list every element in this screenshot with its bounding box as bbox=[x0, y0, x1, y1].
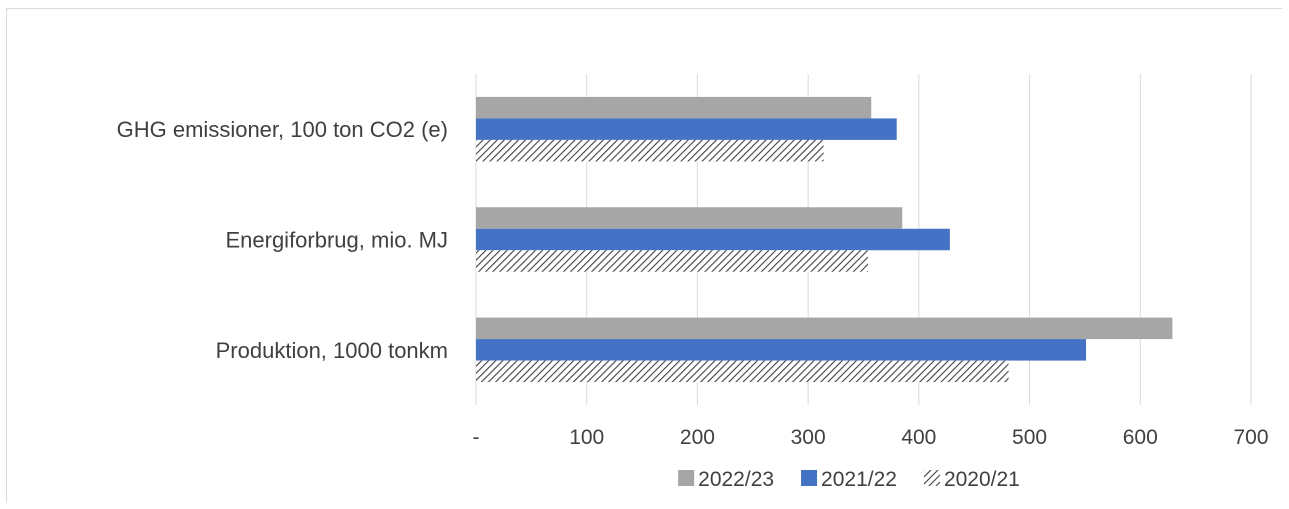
legend-swatch-2020-21 bbox=[923, 470, 940, 486]
x-axis-tick-labels: - 100 200 300 400 500 600 700 bbox=[473, 426, 1269, 449]
legend-swatch-2021-22 bbox=[801, 470, 818, 486]
category-label: Produktion, 1000 tonkm bbox=[216, 338, 448, 363]
bar-2022-23-ghg-emissioner-100-ton-co2-e bbox=[476, 96, 872, 119]
bar-2022-23-energiforbrug-mio-mj bbox=[476, 207, 903, 229]
bars bbox=[476, 96, 1173, 383]
x-tick-label: 300 bbox=[791, 426, 826, 449]
bar-2020-21-ghg-emissioner-100-ton-co2-e bbox=[476, 139, 824, 162]
legend-label: 2020/21 bbox=[944, 468, 1020, 491]
x-tick-label: 200 bbox=[680, 426, 715, 449]
x-tick-label: 400 bbox=[901, 426, 936, 449]
legend-label: 2021/22 bbox=[821, 468, 897, 491]
legend-swatch-2022-23 bbox=[678, 470, 695, 486]
chart-frame bbox=[6, 8, 1282, 503]
category-label: Energiforbrug, mio. MJ bbox=[225, 228, 448, 253]
bar-2020-21-energiforbrug-mio-mj bbox=[476, 250, 868, 272]
bar-2021-22-energiforbrug-mio-mj bbox=[476, 228, 950, 251]
x-tick-label: 500 bbox=[1012, 426, 1047, 449]
x-tick-label: 100 bbox=[569, 426, 604, 449]
x-tick-label: - bbox=[473, 426, 480, 449]
x-tick-label: 700 bbox=[1233, 426, 1268, 449]
legend: 2022/23 2021/22 2020/21 bbox=[678, 468, 1020, 491]
bar-2021-22-produktion-1000-tonkm bbox=[476, 339, 1087, 361]
legend-label: 2022/23 bbox=[698, 468, 774, 491]
bar-2021-22-ghg-emissioner-100-ton-co2-e bbox=[476, 118, 897, 140]
bar-2020-21-produktion-1000-tonkm bbox=[476, 360, 1009, 383]
category-label: GHG emissioner, 100 ton CO2 (e) bbox=[117, 117, 448, 142]
category-labels: GHG emissioner, 100 ton CO2 (e) Energifor… bbox=[117, 117, 448, 363]
bar-2022-23-produktion-1000-tonkm bbox=[476, 317, 1173, 340]
x-tick-label: 600 bbox=[1123, 426, 1158, 449]
